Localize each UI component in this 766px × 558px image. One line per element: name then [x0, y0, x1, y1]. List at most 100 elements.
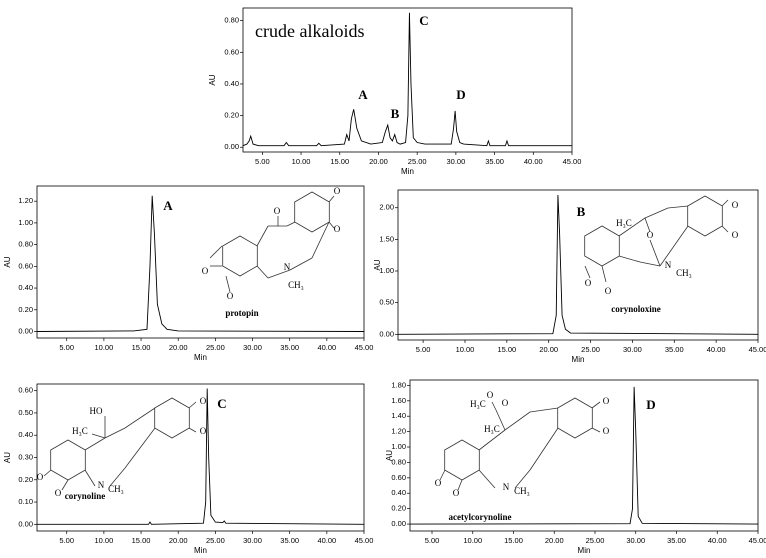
structure-ring — [222, 235, 258, 277]
y-tick-label: 0.40 — [18, 430, 33, 439]
x-tick-label: 20.00 — [169, 536, 188, 545]
structure-bond — [514, 469, 531, 489]
structure-bond — [721, 225, 729, 233]
structure-bond — [439, 469, 446, 481]
y-tick-label: 0.60 — [224, 47, 239, 56]
atom-label: O — [55, 488, 62, 498]
structure-bond — [91, 433, 106, 439]
x-axis-label: Min — [401, 167, 414, 176]
x-axis-label: Min — [578, 546, 591, 555]
y-tick-label: 0.30 — [18, 452, 33, 461]
atom-label: O — [732, 230, 739, 240]
peak-label: C — [217, 396, 226, 411]
structure-bond — [256, 265, 269, 279]
x-tick-label: 35.00 — [665, 345, 684, 354]
y-tick-label: 0.60 — [18, 261, 33, 270]
x-tick-label: 45.00 — [749, 536, 766, 545]
structure-bond — [124, 427, 156, 469]
peak-label: D — [456, 87, 465, 102]
plot-frame — [409, 379, 759, 532]
y-tick-label: 1.20 — [391, 427, 406, 436]
structure-bond — [478, 429, 506, 451]
atom-label: O — [487, 390, 494, 400]
structure-bond — [667, 205, 689, 209]
atom-label: O — [647, 230, 654, 240]
structure-bond — [209, 245, 223, 259]
structure-bond — [591, 401, 601, 409]
structure-bond — [644, 207, 669, 219]
structure-bond — [584, 265, 591, 279]
peak-label: B — [577, 204, 586, 219]
x-tick-label: 45.00 — [563, 157, 582, 166]
x-tick-label: 25.00 — [206, 343, 225, 352]
atom-label: CH₃ — [676, 268, 692, 278]
x-tick-label: 30.00 — [626, 536, 645, 545]
y-tick-label: 1.00 — [391, 442, 406, 451]
structure-bond — [43, 469, 52, 477]
y-axis-label: AU — [385, 450, 394, 461]
x-tick-label: 40.00 — [317, 343, 336, 352]
atom-label: O — [585, 278, 592, 288]
structure-bond — [659, 225, 689, 267]
y-tick-label: 0.40 — [18, 283, 33, 292]
x-tick-label: 35.00 — [280, 343, 299, 352]
x-axis-label: Min — [194, 353, 207, 362]
peak-label: A — [358, 87, 368, 102]
x-tick-label: 15.00 — [132, 536, 151, 545]
x-tick-label: 40.00 — [317, 536, 336, 545]
x-tick-label: 15.00 — [504, 536, 523, 545]
peak-label: B — [391, 106, 400, 121]
structure-bond — [61, 479, 69, 491]
compound-name: protopin — [225, 308, 258, 318]
structure-bond — [457, 479, 463, 491]
x-tick-label: 25.00 — [586, 536, 605, 545]
x-axis-label: Min — [572, 355, 585, 364]
atom-label: H₃C — [484, 424, 500, 434]
y-tick-label: 1.80 — [391, 380, 406, 389]
structure-ring — [687, 195, 723, 237]
annotation: crude alkaloids — [255, 21, 364, 41]
y-tick-label: 2.00 — [379, 203, 394, 212]
structure-bond — [84, 437, 106, 451]
structure-bond — [124, 407, 156, 429]
y-tick-label: 0.20 — [391, 504, 406, 513]
chromatogram-trace — [37, 388, 365, 525]
structure-bond — [721, 199, 729, 207]
structure-bond — [267, 269, 291, 279]
y-tick-label: 1.20 — [18, 196, 33, 205]
x-tick-label: 40.00 — [707, 345, 726, 354]
y-tick-label: 0.80 — [18, 240, 33, 249]
structure-bond — [188, 427, 197, 433]
y-tick-label: 1.50 — [379, 234, 394, 243]
chromatogram-trace — [397, 195, 759, 335]
x-tick-label: 10.00 — [292, 157, 311, 166]
x-tick-label: 5.00 — [425, 536, 440, 545]
x-tick-label: 10.00 — [463, 536, 482, 545]
y-tick-label: 0.50 — [379, 298, 394, 307]
y-tick-label: 0.00 — [224, 142, 239, 151]
atom-label: O — [732, 200, 739, 210]
peak-label: D — [646, 397, 655, 412]
structure-bond — [311, 221, 330, 259]
compound-name: corynoloxine — [611, 304, 661, 314]
x-tick-label: 15.00 — [330, 157, 349, 166]
structure-ring — [50, 439, 86, 481]
x-tick-label: 30.00 — [243, 536, 262, 545]
chromatogram-trace — [36, 195, 365, 332]
atom-label: N — [98, 480, 105, 490]
atom-label: O — [603, 396, 610, 406]
plot-frame — [397, 189, 759, 341]
structure-bond — [104, 427, 126, 439]
x-tick-label: 45.00 — [355, 343, 374, 352]
structure-bond — [495, 409, 506, 431]
peak-label: A — [163, 198, 173, 213]
atom-label: O — [605, 286, 612, 296]
structure-ring — [557, 397, 593, 439]
atom-label: HO — [90, 406, 103, 416]
x-tick-label: 20.00 — [545, 536, 564, 545]
structure-ring — [294, 191, 330, 233]
x-tick-label: 30.00 — [446, 157, 465, 166]
structure-ring — [444, 439, 480, 481]
